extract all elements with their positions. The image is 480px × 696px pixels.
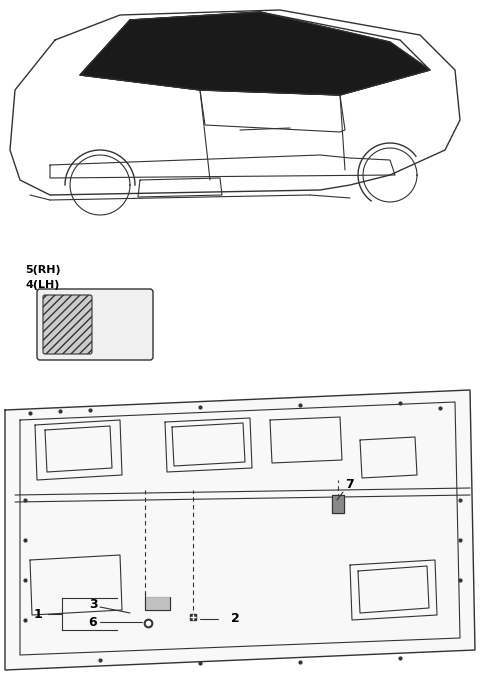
Polygon shape [332, 495, 344, 513]
Text: 6: 6 [89, 615, 97, 628]
Polygon shape [80, 12, 430, 95]
Text: 3: 3 [89, 597, 97, 610]
Polygon shape [145, 597, 170, 610]
FancyBboxPatch shape [43, 295, 92, 354]
Text: 2: 2 [230, 612, 240, 626]
Polygon shape [5, 390, 475, 670]
FancyBboxPatch shape [37, 289, 153, 360]
Text: 5(RH): 5(RH) [25, 265, 60, 275]
Text: 1: 1 [34, 608, 42, 621]
Text: 7: 7 [346, 479, 354, 491]
Text: 4(LH): 4(LH) [25, 280, 60, 290]
